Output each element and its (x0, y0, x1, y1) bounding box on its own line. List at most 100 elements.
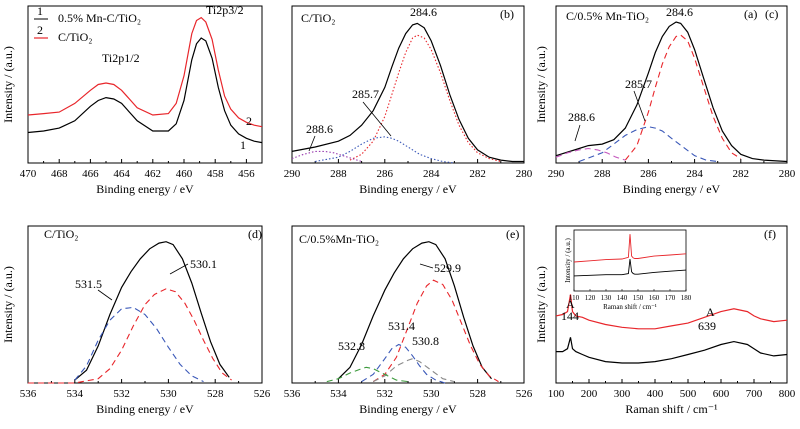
x-tick-label-c: 288 (594, 168, 611, 180)
y-axis-label-d: Intensity / (a.u.) (1, 266, 15, 343)
annotation-f-A1: A (566, 297, 575, 311)
curve-label-2: 2 (246, 114, 252, 128)
x-tick-label-f: 200 (581, 388, 598, 400)
legend-marker-2: 2 (37, 23, 43, 37)
annotation-e-5328: 532.8 (338, 339, 365, 353)
inset-x-tick-label: 160 (649, 294, 660, 302)
x-tick-label-a: 464 (113, 168, 130, 180)
panel-label-d: (d) (248, 227, 262, 241)
x-tick-label-c: 290 (548, 168, 565, 180)
x-tick-label-b: 286 (377, 168, 394, 180)
plot-frame-c (555, 5, 788, 164)
arrow-c-2857 (633, 90, 646, 122)
x-tick-label-f: 700 (746, 388, 763, 400)
x-tick-label-a: 460 (176, 168, 193, 180)
series-line-c-2 (578, 126, 718, 163)
x-tick-label-a: 456 (238, 168, 255, 180)
x-tick-label-c: 286 (640, 168, 657, 180)
series-line-b-3 (291, 150, 362, 163)
inset-x-tick-label: 130 (601, 294, 612, 302)
x-tick-label-d: 536 (20, 388, 37, 400)
x-axis-label-d: Binding energy / eV (96, 402, 194, 416)
x-tick-label-d: 534 (67, 388, 84, 400)
panel-title-c: C/0.5% Mn-TiO₂ (566, 9, 649, 23)
plot-frame-e (291, 225, 525, 384)
x-tick-label-a: 458 (207, 168, 224, 180)
x-tick-label-a: 466 (82, 168, 99, 180)
series-line-e-2 (361, 343, 446, 384)
plot-frame-a (27, 5, 263, 164)
x-tick-label-f: 500 (680, 388, 697, 400)
x-tick-label-e: 536 (284, 388, 301, 400)
annotation-d-5315: 531.5 (75, 277, 102, 291)
x-axis-label-e: Binding energy / eV (359, 402, 457, 416)
x-tick-label-e: 528 (469, 388, 486, 400)
x-axis-label-b: Binding energy / eV (359, 182, 457, 196)
inset-x-tick-label: 150 (633, 294, 644, 302)
annotation-c-2846: 284.6 (666, 5, 693, 19)
inset-x-axis-label: Raman shift / cm⁻¹ (603, 303, 657, 311)
panel-title-e: C/0.5%Mn-TiO₂ (299, 232, 379, 246)
x-tick-label-c: 284 (686, 168, 703, 180)
panel-label-f: (f) (764, 227, 776, 241)
panel-label-b: (b) (500, 7, 514, 21)
series-line-b-2 (315, 136, 455, 164)
annotation-f-639: 639 (698, 319, 716, 333)
plot-frame-b (291, 5, 525, 164)
legend-label-1: 0.5% Mn-C/TiO₂ (58, 11, 141, 25)
series-line-c-0 (555, 21, 788, 163)
legend-marker-1: 1 (37, 4, 43, 18)
plot-frame-d (27, 225, 263, 384)
legend-label-2: C/TiO₂ (58, 30, 92, 44)
series-line-c-3 (555, 147, 626, 161)
series-line-c-1 (624, 34, 742, 161)
panel-label-e: (e) (506, 227, 519, 241)
panel-label-a: (a) (744, 7, 757, 21)
x-tick-label-a: 470 (20, 168, 37, 180)
x-tick-label-a: 462 (145, 168, 162, 180)
panel-title-b: C/TiO₂ (301, 11, 335, 25)
x-tick-label-b: 280 (516, 168, 533, 180)
panel-label-c: (c) (765, 7, 778, 21)
annotation-e-5308: 530.8 (412, 334, 439, 348)
annotation-ti2p12: Ti2p1/2 (102, 51, 140, 65)
x-axis-label-f: Raman shift / cm⁻¹ (625, 402, 718, 416)
arrow-d-5301 (169, 263, 189, 275)
x-tick-label-b: 284 (423, 168, 440, 180)
x-tick-label-e: 532 (377, 388, 394, 400)
y-axis-label-a: Intensity / (a.u.) (1, 46, 15, 123)
x-tick-label-f: 800 (779, 388, 796, 400)
panel-title-d: C/TiO₂ (44, 227, 78, 241)
inset-x-tick-label: 140 (617, 294, 628, 302)
series-line-e-0 (337, 241, 492, 380)
annotation-b-2886: 288.6 (306, 122, 333, 136)
inset-x-tick-label: 120 (585, 294, 596, 302)
annotation-c-2886: 288.6 (568, 110, 595, 124)
inset-y-axis-label: Intensity / (a.u.) (564, 237, 572, 282)
x-tick-label-e: 530 (423, 388, 440, 400)
x-tick-label-f: 100 (548, 388, 565, 400)
annotation-e-5299: 529.9 (434, 261, 461, 275)
y-axis-label-c: Intensity / (a.u.) (534, 46, 548, 123)
annotation-d-5301: 530.1 (190, 257, 217, 271)
x-tick-label-d: 528 (207, 388, 224, 400)
arrow-b-2886 (308, 135, 316, 152)
x-tick-label-d: 530 (160, 388, 177, 400)
annotation-f-144: 144 (561, 309, 579, 323)
annotation-ti2p32: Ti2p3/2 (206, 3, 244, 17)
arrow-e-5299 (419, 263, 434, 269)
x-tick-label-f: 300 (614, 388, 631, 400)
x-tick-label-b: 282 (469, 168, 486, 180)
inset-x-tick-label: 110 (569, 294, 580, 302)
inset-x-tick-label: 170 (665, 294, 676, 302)
arrow-c-2886 (574, 124, 581, 142)
annotation-b-2846: 284.6 (410, 5, 437, 19)
inset-series-line-0 (573, 234, 687, 263)
series-line-f-1 (556, 337, 788, 364)
annotation-b-2857: 285.7 (352, 87, 379, 101)
series-line-b-0 (291, 22, 524, 163)
series-line-a-0 (27, 37, 263, 144)
chart-marks: 470 468 466 464 462 460 458 456 Binding energy /… (1, 5, 796, 416)
series-line-b-1 (349, 34, 501, 163)
